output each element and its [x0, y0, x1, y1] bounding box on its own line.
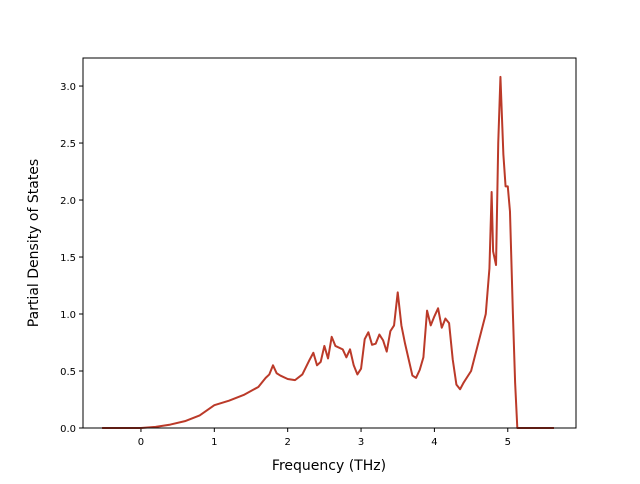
x-tick-label: 4 — [431, 437, 437, 448]
x-tick-label: 1 — [211, 437, 217, 448]
x-tick-label: 5 — [505, 437, 511, 448]
y-tick-label: 3.0 — [60, 82, 76, 93]
y-tick-label: 0.0 — [60, 424, 76, 435]
x-axis-label: Frequency (THz) — [272, 458, 386, 474]
plot-frame — [82, 57, 577, 429]
y-tick-label: 0.5 — [60, 367, 76, 378]
line — [102, 75, 554, 429]
y-axis-label: Partial Density of States — [26, 159, 42, 327]
y-tick-label: 1.0 — [60, 310, 76, 321]
x-tick-label: 0 — [138, 437, 144, 448]
x-tick-label: 2 — [284, 437, 290, 448]
y-tick-label: 2.0 — [60, 196, 76, 207]
y-tick-label: 2.5 — [60, 139, 76, 150]
x-tick-label: 3 — [358, 437, 364, 448]
y-tick-label: 1.5 — [60, 253, 76, 264]
